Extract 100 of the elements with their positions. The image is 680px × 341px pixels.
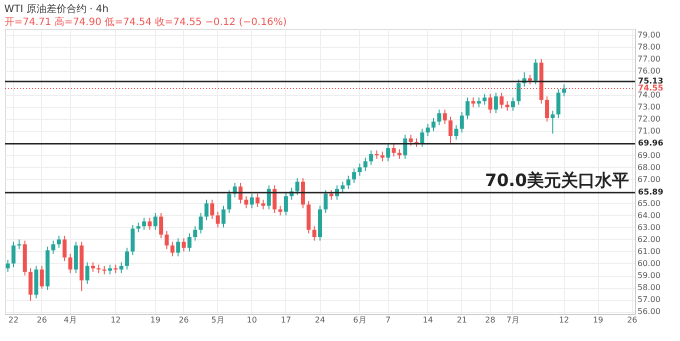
ref-line-label: 69.96 <box>638 138 664 148</box>
candlestick <box>222 205 226 228</box>
candlestick <box>550 110 555 134</box>
candlestick <box>329 190 334 200</box>
candlestick <box>148 217 152 230</box>
candlestick <box>352 168 356 184</box>
y-tick-label: 71.00 <box>638 126 660 136</box>
candlestick <box>454 124 458 140</box>
y-tick-label: 61.00 <box>638 246 660 256</box>
x-tick-label: 19 <box>150 316 160 324</box>
candlestick <box>516 79 521 106</box>
chart-subtitle: 开=74.71 高=74.90 低=74.54 收=74.55 −0.12 (−0.16%) <box>4 16 287 28</box>
ref-line-label: 75.13 <box>638 76 664 86</box>
candlestick <box>460 111 464 133</box>
x-tick-label: 14 <box>422 316 433 324</box>
candlestick <box>312 226 316 242</box>
candlestick <box>476 97 481 108</box>
candlestick <box>62 235 67 262</box>
candlestick <box>278 205 282 216</box>
candlestick <box>510 97 515 112</box>
x-tick-label: 7 <box>386 316 391 324</box>
candlestick <box>119 262 124 274</box>
candlestick <box>130 224 135 256</box>
candlestick <box>125 247 130 270</box>
candlestick <box>142 217 146 230</box>
ref-line-label: 65.89 <box>638 188 664 197</box>
x-tick-label: 21 <box>456 316 467 324</box>
y-tick-label: 59.00 <box>638 271 660 280</box>
y-tick-label: 65.00 <box>638 198 660 208</box>
y-tick-label: 57.00 <box>638 295 660 304</box>
x-tick-label: 10 <box>246 316 257 324</box>
y-tick-label: 72.00 <box>638 114 660 124</box>
y-tick-label: 60.00 <box>638 258 660 268</box>
y-tick-label: 68.00 <box>638 162 660 172</box>
candlestick <box>488 93 492 114</box>
candlestick <box>204 199 208 221</box>
candlestick <box>432 117 436 132</box>
y-tick-label: 77.00 <box>638 54 660 64</box>
candlestick <box>68 253 72 274</box>
x-tick-label: 17 <box>280 316 292 324</box>
candlestick <box>164 230 169 250</box>
candlestick <box>227 190 232 214</box>
y-tick-label: 73.00 <box>638 102 660 112</box>
candlestick <box>340 181 345 194</box>
candlestick <box>482 93 487 106</box>
candlestick <box>261 199 266 210</box>
candlestick <box>346 175 350 190</box>
candlestick <box>363 157 368 172</box>
candlestick <box>250 193 254 209</box>
candlestick <box>471 97 476 108</box>
candlestick <box>295 178 300 196</box>
candlestick <box>284 192 288 216</box>
candlestick <box>562 84 566 97</box>
candlestick <box>256 193 260 208</box>
candlestick <box>216 211 220 228</box>
candlestick <box>494 92 498 114</box>
candlestick <box>358 163 362 176</box>
candlestick <box>448 116 453 144</box>
candlestick <box>56 235 61 248</box>
candlestick <box>159 212 164 239</box>
x-tick-label: 12 <box>110 316 121 324</box>
candlestick <box>534 58 538 85</box>
candlestick <box>40 265 44 290</box>
y-tick-label: 74.00 <box>638 90 660 100</box>
x-tick-label: 26 <box>178 316 189 324</box>
x-tick-label: 12 <box>558 316 570 324</box>
x-tick-label: 26 <box>36 316 47 324</box>
x-tick-label: 19 <box>593 316 604 324</box>
x-tick-label: 4月 <box>64 316 77 324</box>
candlestick <box>300 178 305 209</box>
y-tick-label: 78.00 <box>638 42 660 52</box>
y-tick-label: 56.00 <box>638 307 660 316</box>
candlestick <box>266 184 271 210</box>
annotation: 70.0美元关口水平 <box>485 171 629 191</box>
candlestick <box>176 238 180 257</box>
candlestick <box>182 238 186 252</box>
candlestick <box>136 222 140 233</box>
candlestick <box>556 88 560 118</box>
y-tick-label: 67.00 <box>638 174 660 184</box>
candlestick <box>272 184 277 214</box>
candlestick <box>12 241 16 268</box>
x-tick-label: 6月 <box>353 316 366 324</box>
candlestick <box>198 212 203 234</box>
candlestick <box>85 262 90 284</box>
y-tick-label: 64.00 <box>638 210 660 220</box>
candlestick <box>442 109 447 124</box>
x-tick-label: 7月 <box>506 316 520 324</box>
candlestick <box>437 109 442 126</box>
candlestick <box>238 182 243 204</box>
candlestick <box>403 134 408 160</box>
ref-line-label: 74.55 <box>638 84 664 93</box>
candlestick <box>386 144 390 162</box>
y-tick-label: 79.00 <box>638 30 660 40</box>
y-tick-label: 63.00 <box>638 222 660 232</box>
candlestick <box>51 240 56 254</box>
candlestick <box>187 232 192 252</box>
candlestick <box>369 150 374 166</box>
candlestick <box>210 199 214 220</box>
candlestick <box>193 226 198 242</box>
candlestick <box>392 144 396 157</box>
